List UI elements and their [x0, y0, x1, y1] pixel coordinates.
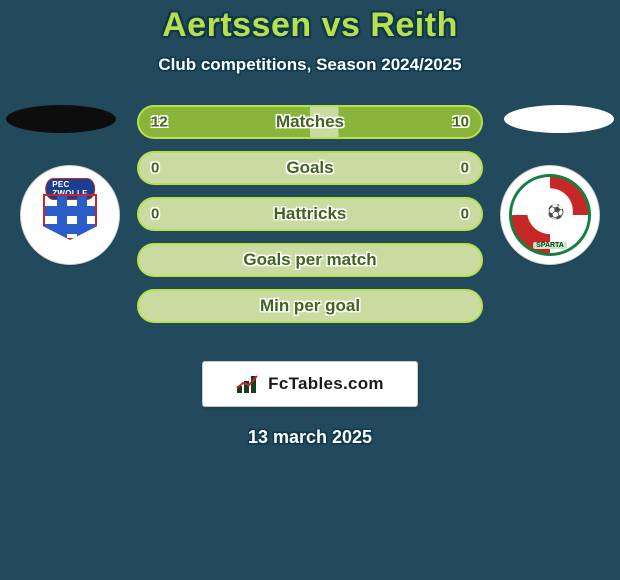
stat-pill-list: Matches 12 10 Goals 0 0 Hattricks 0 0 Goals per m…	[137, 105, 483, 323]
brand-text: FcTables.com	[268, 374, 384, 394]
footer-date: 13 march 2025	[248, 427, 372, 448]
stat-label: Goals	[286, 158, 333, 178]
stat-pill-hattricks: Hattricks 0 0	[137, 197, 483, 231]
club-logo-sparta-rotterdam	[509, 174, 591, 256]
brand-bars-icon	[236, 374, 262, 394]
stat-label: Min per goal	[260, 296, 360, 316]
stat-value-left: 12	[151, 114, 168, 131]
stat-pill-min_per_goal: Min per goal	[137, 289, 483, 323]
stat-value-right: 0	[461, 206, 469, 223]
comparison-infographic: Aertssen vs Reith Club competitions, Sea…	[0, 0, 620, 580]
page-title: Aertssen vs Reith	[162, 6, 458, 45]
stat-pill-goals: Goals 0 0	[137, 151, 483, 185]
player-right-oval	[504, 105, 614, 133]
stat-pill-goals_per_match: Goals per match	[137, 243, 483, 277]
stat-value-left: 0	[151, 206, 159, 223]
stat-value-right: 0	[461, 160, 469, 177]
club-badge-left: PEC ZWOLLE	[20, 165, 120, 265]
player-left-oval	[6, 105, 116, 133]
stat-value-left: 0	[151, 160, 159, 177]
stat-pill-matches: Matches 12 10	[137, 105, 483, 139]
stat-label: Hattricks	[274, 204, 347, 224]
stat-label: Matches	[276, 112, 344, 132]
stat-label: Goals per match	[243, 250, 376, 270]
brand-attribution: FcTables.com	[202, 361, 418, 407]
club-logo-pec-zwolle: PEC ZWOLLE	[31, 176, 109, 254]
club-badge-right	[500, 165, 600, 265]
page-subtitle: Club competitions, Season 2024/2025	[158, 55, 461, 75]
stat-value-right: 10	[452, 114, 469, 131]
